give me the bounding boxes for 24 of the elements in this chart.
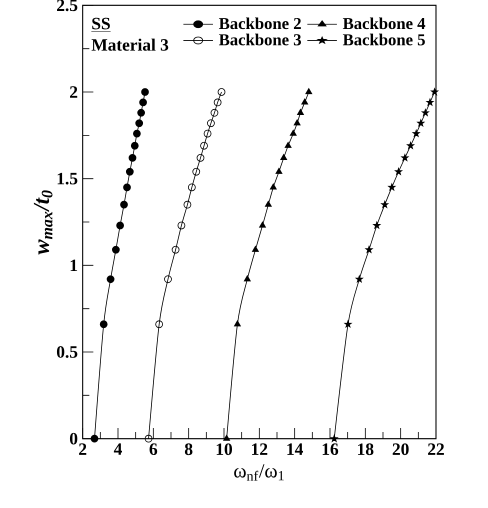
y-tick-label: 1 bbox=[70, 260, 78, 272]
y-tick-label: 0 bbox=[70, 432, 78, 445]
y-tick-label: 1.5 bbox=[58, 172, 78, 185]
x-tick-label: 10 bbox=[216, 443, 232, 456]
annotation: Material 3 bbox=[92, 38, 168, 51]
legend-label: Backbone 2 bbox=[218, 17, 301, 30]
annotation: SS bbox=[92, 18, 110, 30]
legend-label: Backbone 5 bbox=[342, 34, 425, 46]
x-tick-label: 4 bbox=[114, 443, 122, 455]
x-tick-label: 8 bbox=[184, 443, 192, 456]
legend-label: Backbone 3 bbox=[218, 34, 301, 46]
y-tick-label: 0.5 bbox=[56, 346, 78, 358]
y-tick-label: 2 bbox=[70, 86, 78, 98]
x-tick-label: 6 bbox=[150, 443, 158, 456]
legend-label: Backbone 4 bbox=[342, 17, 426, 30]
x-tick-label: 2 bbox=[79, 443, 86, 455]
x-tick-label: 18 bbox=[358, 443, 374, 456]
x-tick-label: 22 bbox=[428, 443, 444, 455]
x-tick-label: 12 bbox=[252, 443, 268, 455]
x-tick-label: 14 bbox=[287, 443, 304, 455]
x-axis-title: ω$_{nf}$/ω$_{1}$ bbox=[234, 464, 284, 481]
y-axis-title: w$_{max}$/t$_{0}$ bbox=[34, 190, 52, 255]
x-tick-label: 16 bbox=[322, 443, 338, 456]
x-tick-label: 20 bbox=[392, 443, 409, 456]
